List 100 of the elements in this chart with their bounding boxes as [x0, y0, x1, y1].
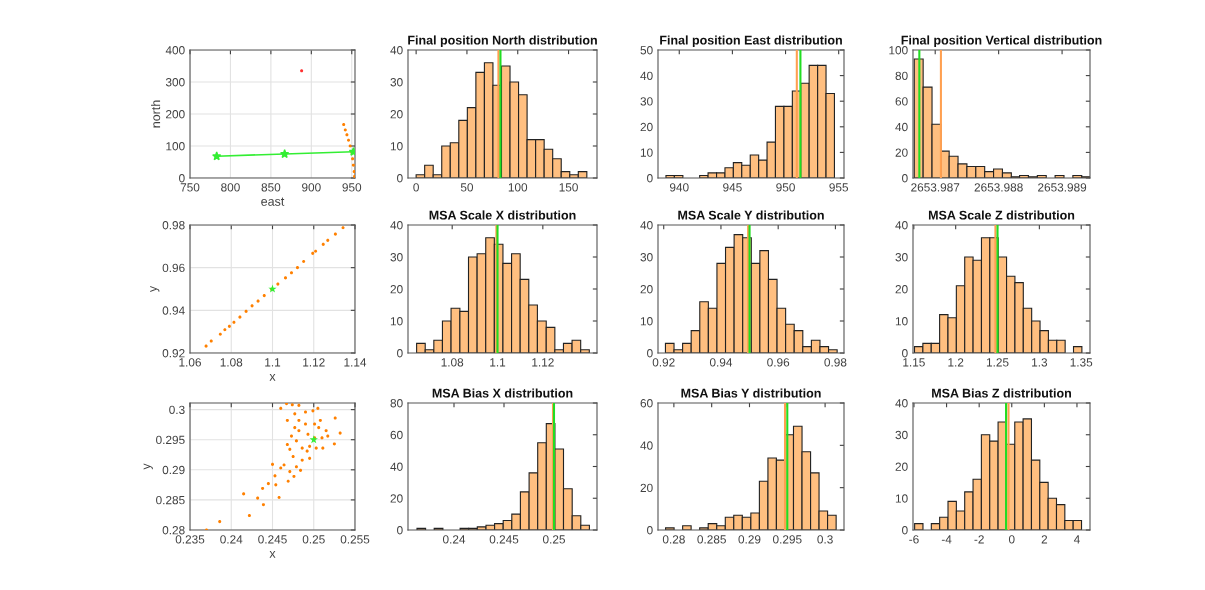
x-tick-label: 0.94: [709, 358, 733, 367]
x-tick-label: 1.15: [903, 358, 925, 367]
y-tick-label: 0: [647, 349, 653, 358]
x-tick-label: 0.25: [302, 535, 325, 544]
y-tick-label: 0.96: [162, 263, 185, 273]
x-tick-label: -6: [909, 535, 919, 544]
y-tick-label: 0.92: [162, 349, 185, 358]
x-tick-label: 2653.989: [1038, 183, 1087, 192]
y-tick-label: 100: [889, 46, 908, 55]
x-tick-label: 0.28: [662, 535, 685, 544]
y-tick-label: 40: [640, 221, 653, 230]
y-tick-label: 20: [390, 494, 403, 503]
y-tick-label: 0: [647, 526, 653, 535]
x-tick-label: 1.06: [179, 358, 201, 367]
x-tick-label: 850: [261, 183, 281, 192]
x-tick-label: 1.35: [1070, 358, 1093, 367]
y-tick-label: 50: [640, 46, 653, 55]
y-tick-label: 30: [640, 253, 653, 262]
y-tick-label: 0.285: [156, 495, 185, 505]
chart-title: MSA Bias Y distribution: [681, 388, 821, 398]
x-tick-label: 800: [221, 183, 240, 192]
x-tick-label: 955: [829, 183, 849, 192]
x-tick-label: 950: [776, 183, 795, 192]
y-tick-label: 30: [895, 253, 908, 262]
y-tick-label: 40: [640, 441, 653, 450]
x-tick-label: 1.08: [441, 358, 464, 367]
y-tick-label: 40: [640, 71, 653, 80]
y-tick-label: 30: [390, 253, 403, 262]
y-tick-label: 0.3: [169, 405, 185, 415]
y-tick-label: 200: [166, 110, 185, 119]
y-tick-label: 20: [640, 483, 653, 493]
y-tick-label: 0.98: [162, 221, 185, 230]
x-tick-label: 100: [508, 183, 528, 192]
x-tick-label: 1.1: [265, 358, 281, 367]
x-tick-label: 2653.987: [911, 183, 960, 192]
x-tick-label: 940: [669, 183, 689, 192]
x-tick-label: 1.3: [1032, 358, 1048, 367]
y-tick-label: 0: [647, 174, 653, 183]
y-tick-label: 100: [166, 142, 185, 151]
x-tick-label: 0.245: [258, 535, 287, 544]
y-tick-label: 20: [390, 110, 403, 119]
y-tick-label: 0: [397, 349, 403, 358]
x-tick-label: 750: [180, 183, 200, 192]
y-tick-label: 0: [397, 174, 403, 183]
y-tick-label: 20: [895, 148, 908, 157]
y-tick-label: 0: [902, 526, 908, 535]
y-tick-label: 0: [902, 174, 908, 183]
y-tick-label: 400: [165, 46, 185, 55]
y-tick-label: 40: [390, 46, 403, 55]
x-tick-label: 0.235: [175, 535, 205, 544]
chart-title: MSA Scale X distribution: [429, 210, 576, 220]
x-tick-label: 1.14: [344, 358, 367, 367]
y-tick-label: 10: [640, 317, 653, 326]
y-axis-title: y: [150, 285, 160, 293]
x-tick-label: 0.25: [542, 535, 565, 544]
x-tick-label: 945: [723, 183, 742, 192]
y-tick-label: 60: [390, 430, 403, 440]
y-tick-label: 10: [390, 317, 403, 326]
y-tick-label: 0.94: [162, 306, 185, 315]
x-axis-title: east: [261, 197, 285, 206]
y-tick-label: 10: [390, 142, 403, 151]
y-axis-title: y: [143, 463, 153, 470]
x-tick-label: 900: [302, 183, 321, 192]
y-tick-label: 60: [640, 399, 653, 408]
y-tick-label: 300: [165, 78, 185, 87]
y-tick-label: 0.28: [162, 526, 185, 535]
y-tick-label: 40: [390, 221, 403, 230]
x-tick-label: 0: [413, 183, 419, 192]
x-tick-label: 0.24: [442, 535, 466, 544]
y-tick-label: 0: [902, 349, 908, 358]
y-tick-label: 40: [390, 462, 403, 471]
chart-title: MSA Bias Z distribution: [932, 388, 1071, 398]
chart-title: MSA Scale Z distribution: [928, 210, 1075, 220]
y-tick-label: 10: [895, 494, 908, 503]
x-tick-label: 1.1: [490, 358, 506, 367]
x-tick-label: 150: [559, 183, 578, 192]
y-tick-label: 0: [179, 174, 185, 183]
x-axis-title: x: [269, 551, 276, 558]
x-tick-label: 1.12: [532, 358, 554, 367]
y-tick-label: 10: [640, 148, 653, 157]
y-tick-label: 0: [397, 526, 403, 535]
x-tick-label: 2653.988: [974, 183, 1023, 192]
chart-title: Final position East distribution: [660, 35, 842, 48]
x-tick-label: 1.08: [220, 358, 243, 367]
y-tick-label: 40: [895, 122, 908, 132]
x-tick-label: 0.285: [697, 535, 726, 544]
y-tick-label: 40: [895, 221, 908, 230]
x-tick-label: 0.245: [489, 535, 519, 544]
x-tick-label: 0.98: [824, 358, 847, 367]
y-tick-label: 10: [895, 317, 908, 326]
y-tick-label: 20: [640, 122, 653, 132]
y-tick-label: 20: [895, 285, 908, 294]
x-tick-label: 0.29: [738, 535, 761, 544]
chart-title: MSA Bias X distribution: [432, 388, 573, 398]
y-tick-label: 30: [640, 97, 653, 106]
x-tick-label: 1.2: [948, 358, 964, 367]
y-tick-label: 0.29: [162, 465, 185, 475]
x-tick-label: 0: [1008, 535, 1015, 544]
x-tick-label: 0.255: [340, 535, 370, 544]
x-axis-title: x: [269, 374, 276, 381]
